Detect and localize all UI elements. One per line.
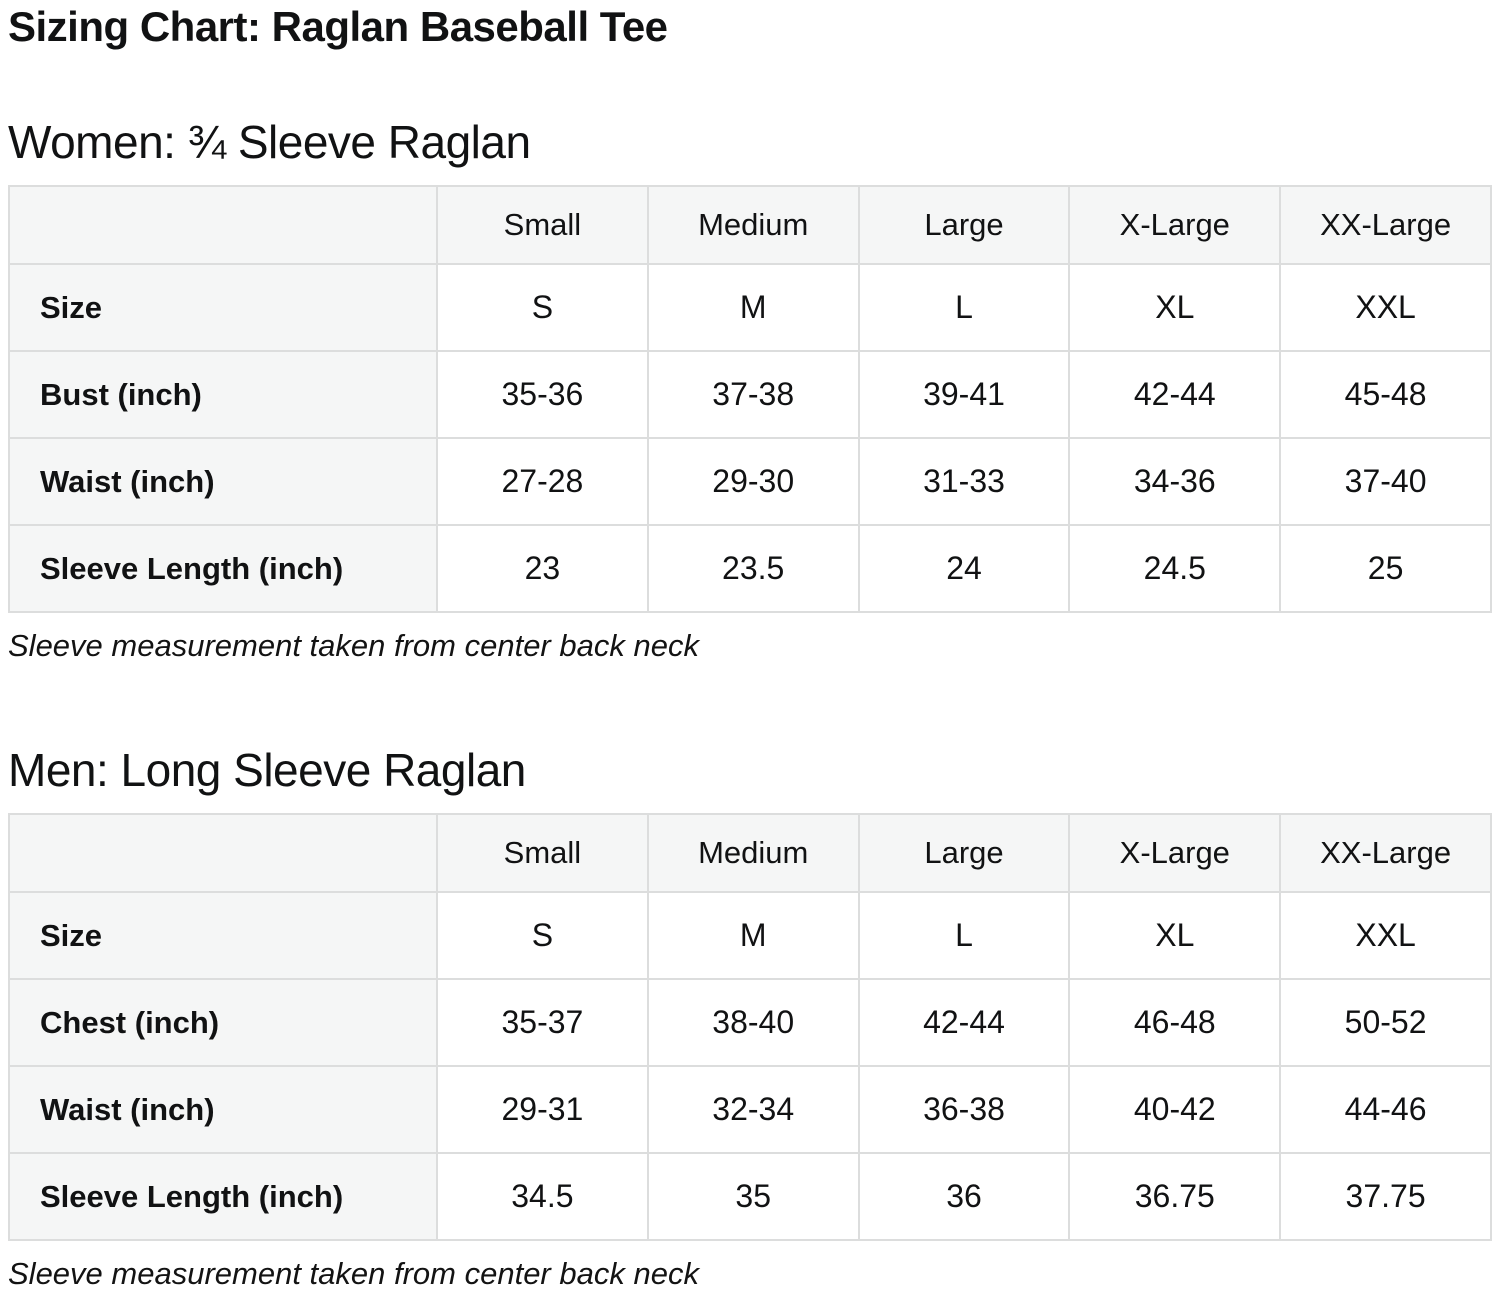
- column-header-cell: Small: [436, 185, 649, 266]
- cell-value: M: [646, 891, 860, 981]
- cell-value: 29-31: [436, 1065, 649, 1155]
- table-row: Size S M L XL XXL: [8, 263, 1492, 353]
- cell-value: 40-42: [1068, 1065, 1282, 1155]
- cell-value: 45-48: [1279, 350, 1492, 440]
- cell-value: 50-52: [1279, 978, 1492, 1068]
- cell-value: 36-38: [857, 1065, 1071, 1155]
- corner-cell: [8, 813, 438, 894]
- row-label: Waist (inch): [8, 1065, 438, 1155]
- cell-value: XL: [1068, 263, 1282, 353]
- cell-value: 37.75: [1279, 1152, 1492, 1242]
- row-label: Bust (inch): [8, 350, 438, 440]
- cell-value: 42-44: [857, 978, 1071, 1068]
- row-label: Sleeve Length (inch): [8, 524, 438, 614]
- header-row: Small Medium Large X-Large XX-Large: [8, 813, 1492, 894]
- column-header-cell: Medium: [646, 813, 860, 894]
- cell-value: 25: [1279, 524, 1492, 614]
- section-women: Women: ¾ Sleeve Raglan Small Medium Large X…: [8, 116, 1494, 664]
- cell-value: 36.75: [1068, 1152, 1282, 1242]
- column-header-cell: Small: [436, 813, 649, 894]
- table-row: Sleeve Length (inch) 23 23.5 24 24.5 25: [8, 524, 1492, 614]
- footnote-men: Sleeve measurement taken from center bac…: [8, 1256, 699, 1292]
- column-header-cell: XX-Large: [1279, 813, 1492, 894]
- table-row: Waist (inch) 27-28 29-30 31-33 34-36 37-40: [8, 437, 1492, 527]
- table-row: Sleeve Length (inch) 34.5 35 36 36.75 37.75: [8, 1152, 1492, 1242]
- cell-value: XXL: [1279, 263, 1492, 353]
- cell-value: XL: [1068, 891, 1282, 981]
- corner-cell: [8, 185, 438, 266]
- cell-value: L: [857, 263, 1071, 353]
- section-heading-women: Women: ¾ Sleeve Raglan: [8, 116, 531, 169]
- page-title: Sizing Chart: Raglan Baseball Tee: [8, 3, 668, 50]
- column-header-cell: Medium: [646, 185, 860, 266]
- cell-value: 35-36: [436, 350, 649, 440]
- cell-value: 24.5: [1068, 524, 1282, 614]
- row-label: Size: [8, 891, 438, 981]
- cell-value: 34-36: [1068, 437, 1282, 527]
- cell-value: M: [646, 263, 860, 353]
- cell-value: 37-38: [646, 350, 860, 440]
- cell-value: 23: [436, 524, 649, 614]
- header-row: Small Medium Large X-Large XX-Large: [8, 185, 1492, 266]
- cell-value: 32-34: [646, 1065, 860, 1155]
- column-header-cell: Large: [857, 185, 1071, 266]
- column-header-cell: XX-Large: [1279, 185, 1492, 266]
- cell-value: 37-40: [1279, 437, 1492, 527]
- cell-value: 24: [857, 524, 1071, 614]
- cell-value: 29-30: [646, 437, 860, 527]
- row-label: Sleeve Length (inch): [8, 1152, 438, 1242]
- sizing-chart-page: Sizing Chart: Raglan Baseball Tee Women:…: [8, 2, 1494, 1293]
- column-header-cell: X-Large: [1068, 813, 1282, 894]
- women-size-table: Small Medium Large X-Large XX-Large Size S M L XL…: [8, 185, 1492, 614]
- cell-value: 27-28: [436, 437, 649, 527]
- cell-value: 23.5: [646, 524, 860, 614]
- row-label: Waist (inch): [8, 437, 438, 527]
- column-header-cell: X-Large: [1068, 185, 1282, 266]
- men-size-table: Small Medium Large X-Large XX-Large Size S M L XL…: [8, 813, 1492, 1242]
- cell-value: 35-37: [436, 978, 649, 1068]
- row-label: Size: [8, 263, 438, 353]
- cell-value: XXL: [1279, 891, 1492, 981]
- table-row: Bust (inch) 35-36 37-38 39-41 42-44 45-48: [8, 350, 1492, 440]
- cell-value: 46-48: [1068, 978, 1282, 1068]
- footnote-women: Sleeve measurement taken from center bac…: [8, 628, 699, 664]
- table-row: Chest (inch) 35-37 38-40 42-44 46-48 50-52: [8, 978, 1492, 1068]
- cell-value: 36: [857, 1152, 1071, 1242]
- cell-value: S: [436, 891, 649, 981]
- cell-value: 38-40: [646, 978, 860, 1068]
- cell-value: 39-41: [857, 350, 1071, 440]
- cell-value: 42-44: [1068, 350, 1282, 440]
- cell-value: 44-46: [1279, 1065, 1492, 1155]
- cell-value: 35: [646, 1152, 860, 1242]
- cell-value: L: [857, 891, 1071, 981]
- table-row: Size S M L XL XXL: [8, 891, 1492, 981]
- table-row: Waist (inch) 29-31 32-34 36-38 40-42 44-46: [8, 1065, 1492, 1155]
- row-label: Chest (inch): [8, 978, 438, 1068]
- cell-value: 34.5: [436, 1152, 649, 1242]
- cell-value: 31-33: [857, 437, 1071, 527]
- section-heading-men: Men: Long Sleeve Raglan: [8, 744, 526, 797]
- section-men: Men: Long Sleeve Raglan Small Medium Large…: [8, 744, 1494, 1292]
- cell-value: S: [436, 263, 649, 353]
- column-header-cell: Large: [857, 813, 1071, 894]
